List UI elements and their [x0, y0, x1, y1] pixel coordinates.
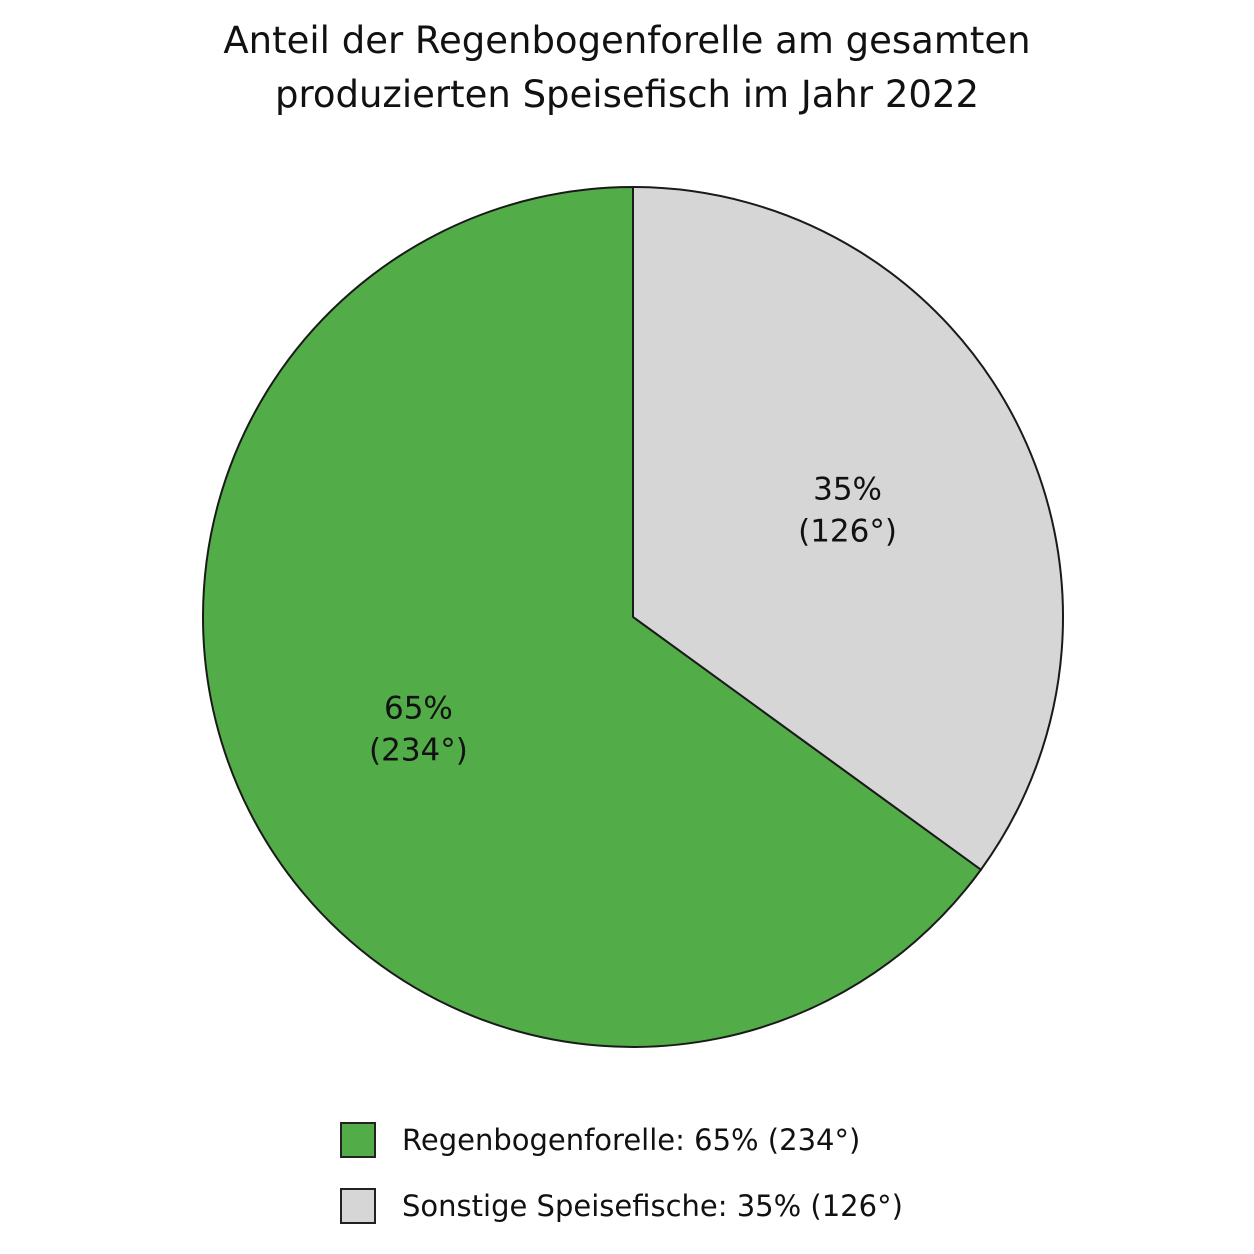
legend-label-regenbogenforelle: Regenbogenforelle: 65% (234°) [402, 1123, 861, 1157]
legend-label-sonstige-speisefische: Sonstige Speisefische: 35% (126°) [402, 1189, 903, 1223]
legend-item-regenbogenforelle: Regenbogenforelle: 65% (234°) [340, 1120, 903, 1160]
legend-swatch-regenbogenforelle [340, 1122, 376, 1158]
pie-slice-regenbogenforelle [202, 185, 983, 1048]
legend: Regenbogenforelle: 65% (234°) Sonstige S… [340, 1120, 903, 1252]
chart-title: Anteil der Regenbogenforelle am gesamten… [0, 14, 1254, 122]
pie-slice-sonstige-speisefische [632, 185, 1064, 872]
slice-label-regenbogenforelle: 65% (234°) [369, 690, 468, 768]
legend-item-sonstige-speisefische: Sonstige Speisefische: 35% (126°) [340, 1186, 903, 1226]
chart-title-line-1: Anteil der Regenbogenforelle am gesamten [223, 19, 1031, 62]
legend-swatch-sonstige-speisefische [340, 1188, 376, 1224]
slice-label-sonstige-speisefische: 35% (126°) [798, 472, 897, 550]
chart-title-line-2: produzierten Speisefisch im Jahr 2022 [274, 73, 980, 116]
